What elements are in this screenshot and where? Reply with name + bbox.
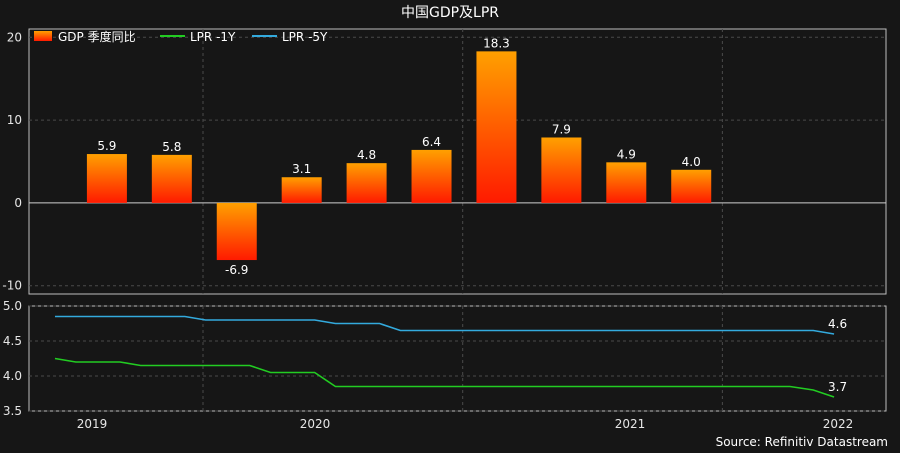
gdp-y-tick-label: 20: [7, 30, 22, 44]
lpr-gridlines: [29, 305, 886, 412]
lpr-end-labels: 4.6 3.7: [828, 317, 847, 394]
legend-label-lpr-5y: LPR -5Y: [282, 30, 328, 44]
x-tick-label-2020: 2020: [300, 417, 331, 431]
lpr-end-label-0: 4.6: [828, 317, 847, 331]
lpr-panel-frame: [28, 305, 887, 412]
legend-label-lpr-1y: LPR -1Y: [190, 30, 236, 44]
gdp-bar-2021Q3: [671, 169, 712, 203]
gdp-bar-2020Q2: [346, 163, 387, 203]
x-tick-label-2021: 2021: [615, 417, 646, 431]
gdp-data-label: 4.9: [617, 147, 636, 161]
legend-swatch-gdp: [34, 31, 52, 41]
lpr-y-axis: 5.0 4.5 4.0 3.5: [3, 299, 22, 418]
gdp-bars: [86, 51, 712, 261]
gdp-bar-2020Q4: [476, 51, 517, 203]
line-series-lpr-5y: [54, 315, 835, 335]
lpr-y-tick-label: 3.5: [3, 404, 22, 418]
source-note: Source: Refinitiv Datastream: [716, 435, 888, 449]
gdp-bar-2019Q2: [151, 154, 192, 203]
gdp-panel-frame: [28, 28, 887, 295]
chart-title: 中国GDP及LPR: [401, 5, 499, 21]
gdp-bar-2019Q4: [216, 202, 257, 261]
legend-label-gdp: GDP 季度同比: [58, 29, 136, 44]
legend: GDP 季度同比 LPR -1Y LPR -5Y: [34, 29, 328, 44]
gdp-bar-2020Q3: [411, 149, 452, 203]
gdp-data-label: 3.1: [292, 162, 311, 176]
gdp-bar-2021Q2: [606, 162, 647, 203]
gdp-data-label: 5.8: [162, 140, 181, 154]
gdp-data-label: 18.3: [483, 36, 510, 50]
x-tick-label-2019: 2019: [77, 417, 108, 431]
lpr-end-label-1: 3.7: [828, 380, 847, 394]
gdp-y-axis: 20 10 0 -10: [2, 30, 22, 292]
gdp-gridlines: [29, 29, 886, 294]
gdp-data-label: 4.8: [357, 148, 376, 162]
lpr-y-tick-label: 4.0: [3, 369, 22, 383]
gdp-y-tick-label: -10: [2, 279, 22, 293]
lpr-lines: [54, 315, 835, 398]
x-axis: 2019 2020 2021 2022: [77, 417, 854, 431]
gdp-bar-2020Q1: [281, 177, 322, 203]
gdp-data-label: -6.9: [225, 263, 248, 277]
lpr-y-tick-label: 4.5: [3, 334, 22, 348]
x-tick-label-2022: 2022: [823, 417, 854, 431]
gdp-bar-2019Q1: [86, 154, 127, 203]
gdp-bar-2021Q1: [541, 137, 582, 203]
gdp-data-label: 6.4: [422, 135, 441, 149]
lpr-y-tick-label: 5.0: [3, 299, 22, 313]
gdp-data-label: 4.0: [682, 155, 701, 169]
gdp-y-tick-label: 0: [14, 196, 22, 210]
line-series-lpr-1y: [54, 357, 835, 398]
gdp-data-labels: 5.9 5.8 -6.9 3.1 4.8 6.4 18.3 7.9 4.9 4.0: [97, 36, 700, 277]
gdp-data-label: 5.9: [97, 139, 116, 153]
gdp-data-label: 7.9: [552, 122, 571, 136]
gdp-y-tick-label: 10: [7, 113, 22, 127]
